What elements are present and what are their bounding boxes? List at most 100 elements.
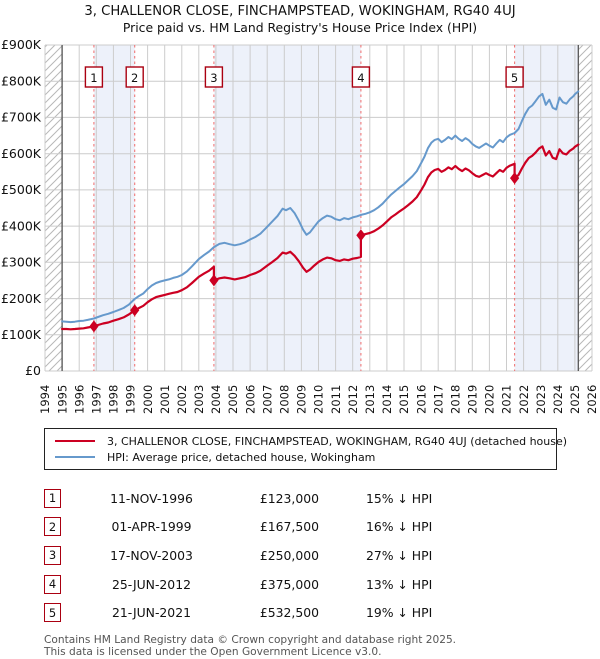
svg-text:2: 2 <box>131 71 138 85</box>
legend-swatch-hpi-line <box>55 455 95 459</box>
svg-text:2023: 2023 <box>534 385 548 414</box>
page-title: 3, CHALLENOR CLOSE, FINCHAMPSTEAD, WOKIN… <box>84 4 516 19</box>
sale-marker-diamond <box>356 229 366 242</box>
svg-text:5: 5 <box>511 71 518 85</box>
legend-swatch-property-line <box>55 439 95 443</box>
sale-vs-hpi: 16% ↓ HPI <box>366 519 433 535</box>
svg-text:2017: 2017 <box>431 385 445 414</box>
svg-text:2007: 2007 <box>260 385 274 414</box>
svg-text:2020: 2020 <box>483 385 497 414</box>
footer-line-1: Contains HM Land Registry data © Crown c… <box>44 633 457 646</box>
sale-marker-diamond <box>209 274 219 287</box>
svg-text:2022: 2022 <box>517 385 531 414</box>
sale-marker-diamond <box>89 320 99 333</box>
sales-table: 1 11-NOV-1996 £123,000 15% ↓ HPI 2 01-AP… <box>44 484 600 627</box>
svg-text:£0: £0 <box>25 363 41 378</box>
svg-text:2024: 2024 <box>551 385 565 414</box>
svg-text:2004: 2004 <box>209 385 223 414</box>
svg-text:2008: 2008 <box>278 385 292 414</box>
sale-price: £167,500 <box>259 519 319 535</box>
svg-text:1995: 1995 <box>55 385 69 414</box>
footer-line-2: This data is licensed under the Open Gov… <box>44 646 382 659</box>
sale-number-badge: 3 <box>44 545 61 565</box>
sale-row-3: 3 17-NOV-2003 £250,000 27% ↓ HPI <box>44 541 600 570</box>
svg-text:2006: 2006 <box>243 385 257 414</box>
sale-price: £375,000 <box>259 576 319 592</box>
svg-text:2005: 2005 <box>226 385 240 414</box>
svg-text:1997: 1997 <box>90 385 104 414</box>
sale-number-box <box>351 66 371 88</box>
svg-text:2016: 2016 <box>414 385 428 414</box>
svg-text:3: 3 <box>210 71 217 85</box>
sale-date: 25-JUN-2012 <box>112 576 191 592</box>
legend-label-hpi: HPI: Average price, detached house, Woki… <box>107 450 376 464</box>
svg-text:£600K: £600K <box>1 146 42 161</box>
sale-row-1: 1 11-NOV-1996 £123,000 15% ↓ HPI <box>44 484 600 513</box>
sale-vs-hpi: 27% ↓ HPI <box>366 547 433 563</box>
sale-number-badge: 2 <box>44 517 61 537</box>
sale-vs-hpi: 15% ↓ HPI <box>366 490 433 506</box>
svg-text:1999: 1999 <box>124 385 138 414</box>
svg-text:2021: 2021 <box>500 385 514 414</box>
svg-text:2014: 2014 <box>380 385 394 414</box>
chart-content: 1 2 3 4 5 £0 £100K £200K £300K £400K £500K £600K £70… <box>1 37 599 414</box>
sale-vs-hpi: 13% ↓ HPI <box>366 576 433 592</box>
property-price-line <box>60 143 580 331</box>
svg-text:1996: 1996 <box>72 385 86 414</box>
sale-number-badge: 4 <box>44 574 61 594</box>
svg-text:2000: 2000 <box>141 385 155 414</box>
sale-date: 01-APR-1999 <box>111 519 192 535</box>
svg-text:£700K: £700K <box>1 110 42 125</box>
legend-label-property: 3, CHALLENOR CLOSE, FINCHAMPSTEAD, WOKIN… <box>107 434 568 448</box>
svg-text:2025: 2025 <box>568 385 582 414</box>
svg-text:2001: 2001 <box>158 385 172 414</box>
svg-text:2003: 2003 <box>192 385 206 414</box>
price-chart: 1 2 3 4 5 £0 £100K £200K £300K £400K £500K £600K £70… <box>1 37 599 414</box>
sale-marker-diamond <box>510 172 520 185</box>
svg-text:2012: 2012 <box>346 385 360 414</box>
sale-price: £250,000 <box>259 547 319 563</box>
svg-text:4: 4 <box>357 71 364 85</box>
svg-text:2019: 2019 <box>466 385 480 414</box>
license-footer: Contains HM Land Registry data © Crown c… <box>44 634 600 659</box>
sale-number-box <box>505 66 524 88</box>
sale-number-badge: 5 <box>44 603 61 623</box>
legend-item-property: 3, CHALLENOR CLOSE, FINCHAMPSTEAD, WOKIN… <box>55 433 567 449</box>
svg-text:£900K: £900K <box>1 37 42 52</box>
page: 3, CHALLENOR CLOSE, FINCHAMPSTEAD, WOKIN… <box>0 4 600 658</box>
svg-text:2013: 2013 <box>363 385 377 414</box>
legend-item-hpi: HPI: Average price, detached house, Woki… <box>55 449 548 465</box>
svg-text:2002: 2002 <box>175 385 189 414</box>
svg-text:2018: 2018 <box>448 385 462 414</box>
svg-text:£100K: £100K <box>1 327 42 342</box>
svg-text:£200K: £200K <box>1 291 42 306</box>
sale-row-5: 5 21-JUN-2021 £532,500 19% ↓ HPI <box>44 598 600 627</box>
sale-date: 17-NOV-2003 <box>110 547 193 563</box>
svg-text:1998: 1998 <box>107 385 121 414</box>
page-subtitle: Price paid vs. HM Land Registry's House … <box>122 20 478 35</box>
svg-text:2009: 2009 <box>295 385 309 414</box>
svg-text:2010: 2010 <box>312 385 326 414</box>
svg-text:£800K: £800K <box>1 73 42 88</box>
sale-price: £532,500 <box>259 605 319 621</box>
sale-number-box <box>204 66 224 88</box>
svg-text:2026: 2026 <box>585 385 599 414</box>
sale-row-4: 4 25-JUN-2012 £375,000 13% ↓ HPI <box>44 570 600 599</box>
sale-date: 21-JUN-2021 <box>112 605 191 621</box>
svg-text:2011: 2011 <box>329 385 343 414</box>
sale-number-box <box>84 66 104 88</box>
svg-text:1: 1 <box>90 71 97 85</box>
sale-vs-hpi: 19% ↓ HPI <box>366 605 433 621</box>
svg-text:1994: 1994 <box>38 385 52 414</box>
svg-text:£500K: £500K <box>1 182 42 197</box>
sale-row-2: 2 01-APR-1999 £167,500 16% ↓ HPI <box>44 513 600 542</box>
svg-text:£400K: £400K <box>1 218 42 233</box>
sale-number-badge: 1 <box>44 488 61 508</box>
sale-number-box <box>125 66 144 88</box>
hpi-line <box>61 90 580 324</box>
svg-text:£300K: £300K <box>1 255 42 270</box>
sale-marker-diamond <box>130 304 140 317</box>
sale-price: £123,000 <box>259 490 319 506</box>
svg-text:2015: 2015 <box>397 385 411 414</box>
chart-legend: 3, CHALLENOR CLOSE, FINCHAMPSTEAD, WOKIN… <box>44 428 567 470</box>
